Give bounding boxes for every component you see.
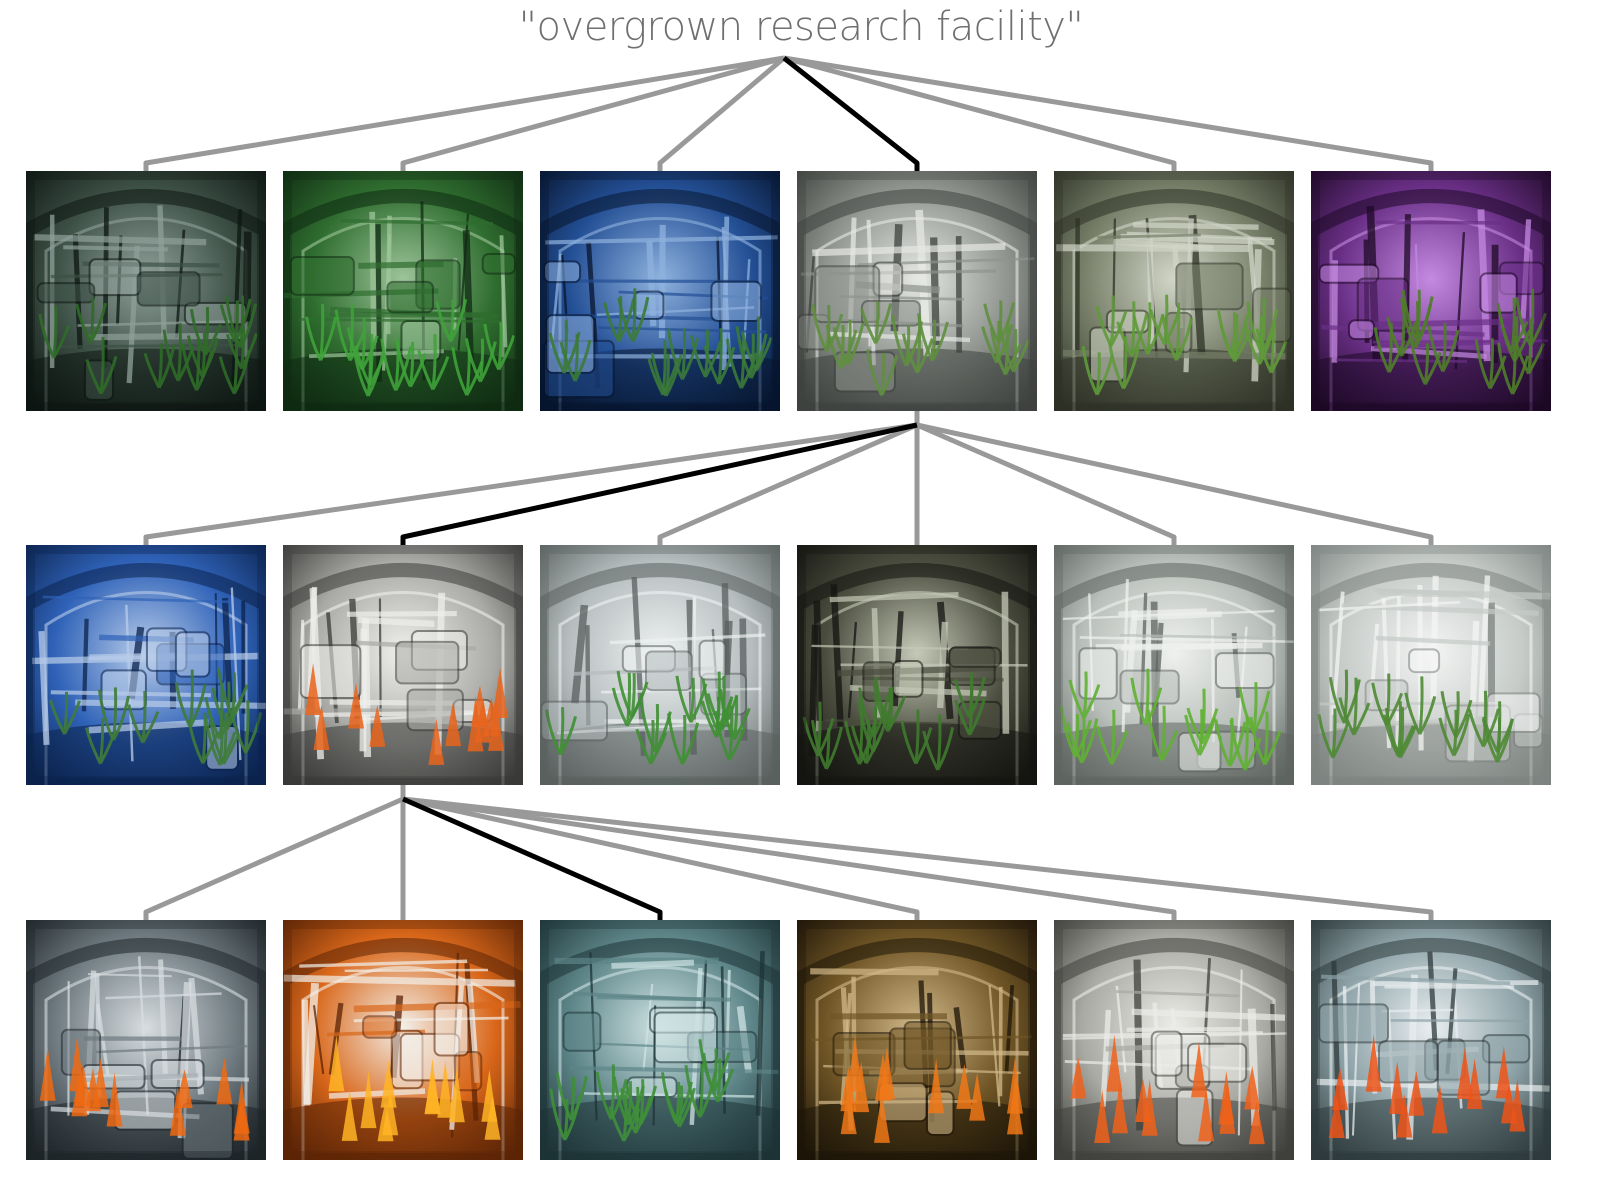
image-level3-white-fire-facility[interactable] [1054,920,1294,1160]
image-level1-white-grey-facility[interactable] [797,171,1037,411]
snowy-fire-facility-picture [1311,920,1551,1160]
connection-level3-1 [143,796,405,920]
white-facility-with-fire-picture [283,545,523,785]
connection-level2-3 [657,422,918,545]
grey-green-facility-picture [1054,171,1294,411]
white-green-facility-picture [1054,545,1294,785]
connection-level1-6 [783,55,1434,171]
white-facility-plants-picture [540,545,780,785]
grey-fire-facility-picture [26,920,266,1160]
purple-facility-picture [1311,171,1551,411]
image-level1-purple-facility[interactable] [1311,171,1551,411]
image-level3-teal-water-facility[interactable] [540,920,780,1160]
white-grey-facility-picture [797,171,1037,411]
teal-water-facility-picture [540,920,780,1160]
image-level1-green-greenhouse-facility[interactable] [283,171,523,411]
connection-level1-3 [657,56,786,171]
connection-level1-2 [400,55,785,171]
selected-connection-level2-2 [400,422,918,545]
connection-level2-1 [143,422,918,545]
connection-level2-5 [916,422,1177,545]
dark-green-facility-picture [26,171,266,411]
orange-fire-facility-picture [283,920,523,1160]
image-level1-blue-facility[interactable] [540,171,780,411]
image-level2-white-facility-with-fire[interactable] [283,545,523,785]
image-level3-grey-fire-facility[interactable] [26,920,266,1160]
image-level2-blue-white-facility[interactable] [26,545,266,785]
dark-cage-facility-picture [797,545,1037,785]
image-level1-dark-green-facility[interactable] [26,171,266,411]
prompt-title: "overgrown research facility" [518,4,1084,50]
white-fire-facility-picture [1054,920,1294,1160]
image-level2-dark-cage-facility[interactable] [797,545,1037,785]
selected-connection-level1-4 [782,56,920,171]
connection-level3-6 [402,796,1434,920]
image-level3-snowy-fire-facility[interactable] [1311,920,1551,1160]
brown-machinery-facility-picture [797,920,1037,1160]
connection-level3-5 [402,796,1177,920]
image-level1-grey-green-facility[interactable] [1054,171,1294,411]
selected-connection-level3-3 [401,796,663,920]
green-greenhouse-facility-picture [283,171,523,411]
blue-facility-picture [540,171,780,411]
blue-white-facility-picture [26,545,266,785]
connection-level1-5 [783,55,1177,171]
connection-level2-6 [916,422,1434,545]
connection-level1-1 [143,55,785,171]
image-level2-white-swirl-facility[interactable] [1311,545,1551,785]
connection-level3-4 [402,796,920,920]
image-level3-brown-machinery-facility[interactable] [797,920,1037,1160]
image-level3-orange-fire-facility[interactable] [283,920,523,1160]
white-swirl-facility-picture [1311,545,1551,785]
image-level2-white-green-facility[interactable] [1054,545,1294,785]
image-level2-white-facility-plants[interactable] [540,545,780,785]
